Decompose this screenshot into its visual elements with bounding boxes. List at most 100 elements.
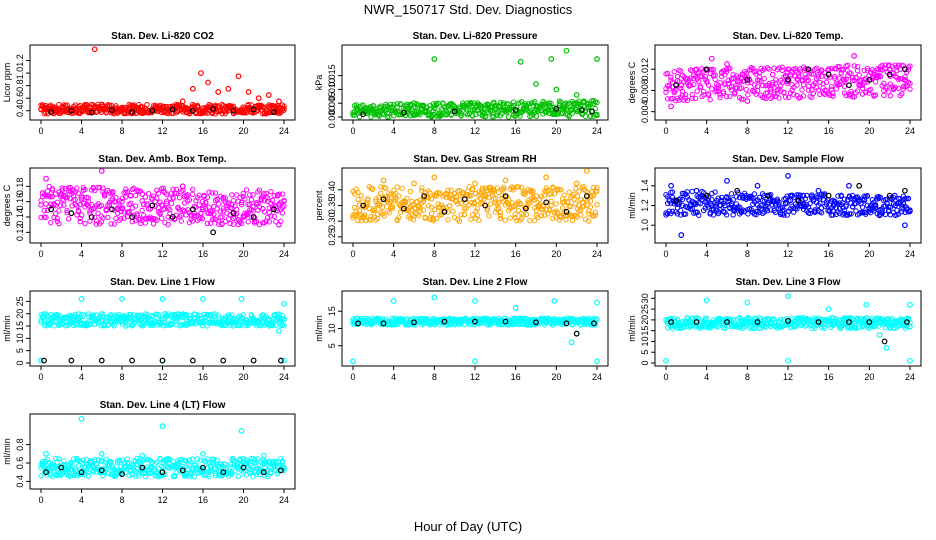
data-point — [52, 318, 59, 325]
data-point — [907, 86, 913, 92]
x-tick-label: 4 — [391, 126, 396, 136]
data-point — [88, 109, 95, 116]
data-point — [225, 85, 232, 92]
data-point — [548, 191, 554, 197]
data-point — [856, 72, 862, 78]
x-tick-label: 8 — [119, 495, 124, 505]
panel-title: Stan. Dev. Li-820 Pressure — [413, 31, 538, 42]
y-tick-label: 0 — [640, 360, 650, 365]
data-point — [212, 216, 219, 223]
data-point — [807, 200, 813, 207]
data-point — [48, 219, 54, 226]
data-point — [797, 68, 803, 74]
data-point — [75, 207, 82, 214]
data-point — [389, 204, 396, 210]
data-point — [496, 189, 502, 196]
data-point — [859, 204, 866, 210]
y-tick-label: 0.25 — [327, 228, 337, 246]
x-tick-label: 16 — [511, 126, 521, 136]
y-axis-label: ml/min — [627, 315, 637, 342]
data-point — [150, 221, 157, 227]
x-tick-label: 4 — [79, 126, 84, 136]
data-point — [169, 103, 176, 110]
x-tick-label: 24 — [905, 126, 915, 136]
x-tick-label: 0 — [38, 126, 43, 136]
data-point — [785, 173, 791, 179]
data-point — [85, 198, 91, 205]
data-point — [823, 201, 830, 208]
data-point — [689, 206, 695, 212]
x-tick-label: 16 — [511, 372, 521, 382]
data-point — [687, 75, 694, 81]
data-point — [859, 85, 866, 91]
data-point — [551, 191, 558, 197]
data-point — [709, 196, 715, 203]
panel-title: Stan. Dev. Line 1 Flow — [110, 277, 215, 288]
data-point — [748, 206, 754, 213]
data-point — [846, 82, 852, 89]
data-point — [431, 174, 438, 181]
data-point — [276, 98, 282, 105]
data-point — [578, 107, 585, 113]
data-point — [687, 82, 694, 89]
data-point — [274, 193, 281, 199]
y-tick-label: 1.2 — [640, 199, 650, 212]
data-point — [124, 189, 131, 195]
data-point — [840, 67, 846, 73]
data-point — [206, 189, 212, 195]
data-point — [745, 92, 751, 98]
data-point — [154, 195, 160, 201]
data-point — [66, 216, 72, 222]
data-point — [44, 312, 51, 319]
data-point — [129, 357, 136, 364]
data-point — [68, 357, 75, 364]
data-point — [674, 73, 681, 80]
data-point — [420, 198, 427, 205]
data-point — [360, 202, 367, 209]
data-point — [411, 180, 417, 187]
data-point — [867, 86, 874, 93]
data-point — [502, 217, 508, 223]
data-series — [663, 53, 913, 110]
y-tick-label: 0.010 — [327, 78, 337, 101]
data-point — [841, 196, 848, 202]
data-point — [744, 76, 751, 83]
data-point — [781, 207, 787, 213]
data-point — [722, 80, 728, 86]
data-point — [886, 192, 893, 199]
x-tick-label: 24 — [279, 372, 289, 382]
data-point — [691, 81, 697, 88]
data-point — [792, 65, 799, 72]
x-tick-label: 12 — [783, 249, 793, 259]
data-point — [728, 191, 735, 197]
y-tick-label: 1.2 — [15, 54, 25, 67]
data-point — [242, 196, 248, 202]
x-tick-label: 20 — [238, 495, 248, 505]
data-point — [358, 193, 364, 199]
data-point — [121, 215, 127, 221]
data-point — [548, 56, 555, 62]
data-point — [712, 72, 718, 78]
data-point — [864, 192, 871, 199]
data-point — [744, 299, 751, 306]
data-point — [533, 80, 539, 87]
data-point — [831, 75, 838, 81]
data-point — [216, 221, 222, 228]
data-point — [754, 182, 761, 189]
x-tick-label: 0 — [38, 495, 43, 505]
data-point — [497, 99, 504, 106]
data-point — [671, 68, 677, 75]
x-tick-label: 20 — [238, 249, 248, 259]
data-point — [684, 189, 690, 195]
data-point — [828, 65, 835, 72]
data-point — [54, 215, 61, 222]
data-series — [350, 168, 600, 224]
data-point — [540, 203, 546, 209]
data-point — [594, 358, 600, 365]
data-point — [38, 319, 44, 325]
data-point — [830, 93, 836, 99]
data-point — [591, 192, 597, 199]
data-point — [417, 112, 423, 118]
data-point — [722, 202, 728, 209]
